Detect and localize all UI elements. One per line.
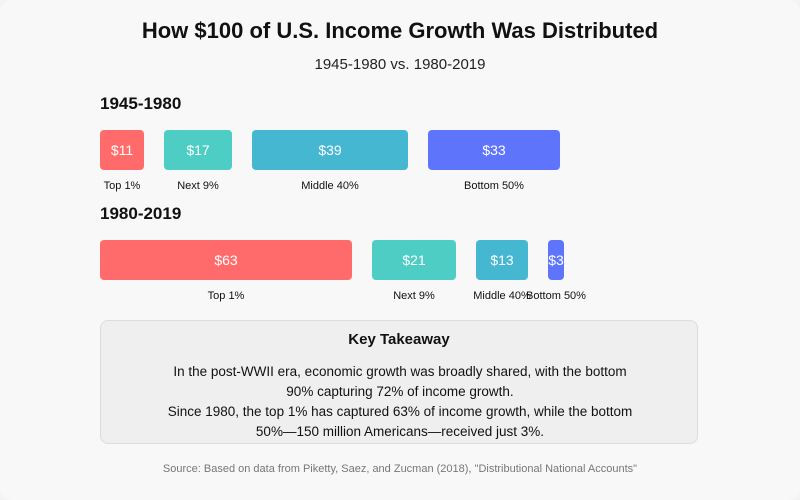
bar-1945-1980-middle-40-: $39 [252,130,408,170]
takeaway-heading: Key Takeaway [348,331,450,348]
category-label: Bottom 50% [526,290,586,302]
category-label: Bottom 50% [464,180,524,192]
period-label-1980-2019: 1980-2019 [100,204,182,223]
takeaway-text: In the post-WWII era, economic growth wa… [161,362,639,442]
category-label: Middle 40% [473,290,531,302]
source-note: Source: Based on data from Piketty, Saez… [162,463,638,475]
chart-title: How $100 of U.S. Income Growth Was Distr… [141,18,659,43]
category-label: Next 9% [177,180,219,192]
key-takeaway-box: Key Takeaway In the post-WWII era, econo… [100,320,698,444]
bar-1980-2019-next-9-: $21 [372,240,456,280]
bar-1980-2019-middle-40-: $13 [476,240,528,280]
bar-1945-1980-next-9-: $17 [164,130,232,170]
bar-1980-2019-top-1-: $63 [100,240,352,280]
chart-subtitle: 1945-1980 vs. 1980-2019 [314,56,486,73]
bar-1945-1980-top-1-: $11 [100,130,144,170]
category-label: Top 1% [207,290,245,302]
category-label: Middle 40% [301,180,359,192]
bar-1945-1980-bottom-50-: $33 [428,130,560,170]
category-label: Next 9% [393,290,435,302]
takeaway-line: In the post-WWII era, economic growth wa… [173,364,627,399]
category-label: Top 1% [103,180,141,192]
takeaway-line: Since 1980, the top 1% has captured 63% … [167,404,633,439]
period-label-1945-1980: 1945-1980 [100,94,182,113]
bar-1980-2019-bottom-50-: $3 [548,240,564,280]
